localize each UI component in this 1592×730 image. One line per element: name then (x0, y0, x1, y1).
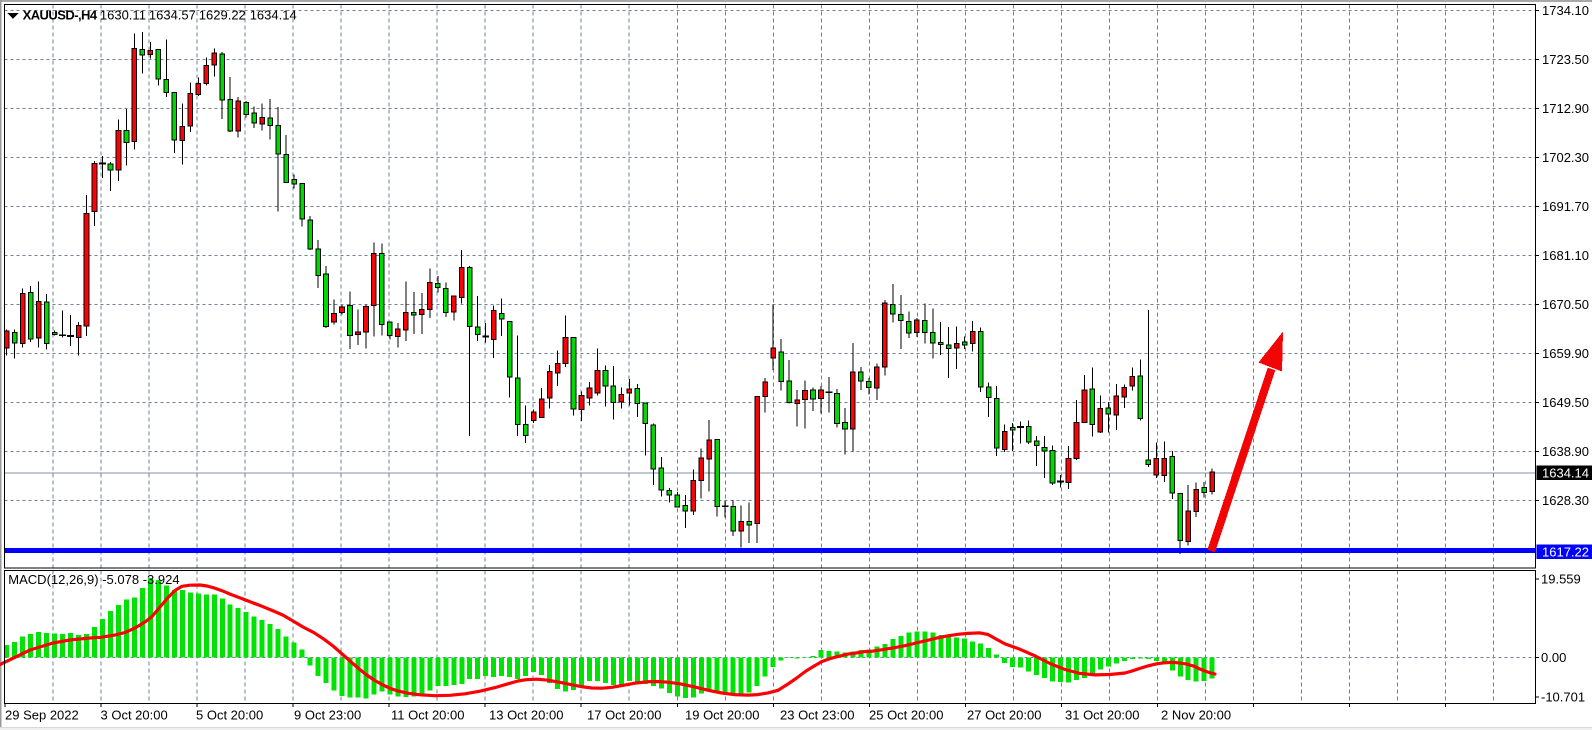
svg-text:1670.50: 1670.50 (1542, 297, 1589, 312)
svg-text:0.00: 0.00 (1541, 650, 1566, 665)
svg-text:1702.30: 1702.30 (1542, 150, 1589, 165)
svg-text:1629.22: 1629.22 (199, 8, 246, 23)
svg-text:1659.90: 1659.90 (1542, 346, 1589, 361)
svg-text:1723.50: 1723.50 (1542, 52, 1589, 67)
svg-text:19.559: 19.559 (1541, 572, 1581, 587)
svg-text:17 Oct 20:00: 17 Oct 20:00 (587, 708, 661, 723)
svg-text:1634.14: 1634.14 (250, 8, 297, 23)
svg-text:25 Oct 20:00: 25 Oct 20:00 (869, 708, 943, 723)
svg-text:9 Oct 23:00: 9 Oct 23:00 (294, 708, 361, 723)
svg-text:3 Oct 20:00: 3 Oct 20:00 (101, 708, 168, 723)
svg-text:29 Sep 2022: 29 Sep 2022 (5, 708, 79, 723)
svg-text:23 Oct 23:00: 23 Oct 23:00 (780, 708, 854, 723)
svg-text:19 Oct 20:00: 19 Oct 20:00 (685, 708, 759, 723)
svg-text:1638.90: 1638.90 (1542, 444, 1589, 459)
svg-text:2 Nov 20:00: 2 Nov 20:00 (1161, 708, 1231, 723)
svg-text:1634.57: 1634.57 (149, 8, 196, 23)
svg-text:31 Oct 20:00: 31 Oct 20:00 (1065, 708, 1139, 723)
svg-text:1649.50: 1649.50 (1542, 395, 1589, 410)
svg-text:1681.10: 1681.10 (1542, 248, 1589, 263)
svg-text:-10.701: -10.701 (1541, 690, 1585, 705)
svg-text:1691.70: 1691.70 (1542, 199, 1589, 214)
svg-text:1630.11: 1630.11 (100, 8, 146, 23)
svg-text:1734.10: 1734.10 (1542, 3, 1589, 18)
svg-text:1617.22: 1617.22 (1542, 544, 1589, 559)
svg-text:1628.30: 1628.30 (1542, 493, 1589, 508)
svg-text:1712.90: 1712.90 (1542, 101, 1589, 116)
svg-text:1634.14: 1634.14 (1542, 465, 1589, 480)
svg-text:13 Oct 20:00: 13 Oct 20:00 (489, 708, 563, 723)
svg-text:11 Oct 20:00: 11 Oct 20:00 (391, 708, 464, 723)
svg-text:MACD(12,26,9) -5.078 -3.924: MACD(12,26,9) -5.078 -3.924 (8, 572, 179, 587)
svg-text:5 Oct 20:00: 5 Oct 20:00 (196, 708, 263, 723)
svg-text:27 Oct 20:00: 27 Oct 20:00 (967, 708, 1041, 723)
svg-text:XAUUSD-,H4: XAUUSD-,H4 (23, 8, 98, 23)
